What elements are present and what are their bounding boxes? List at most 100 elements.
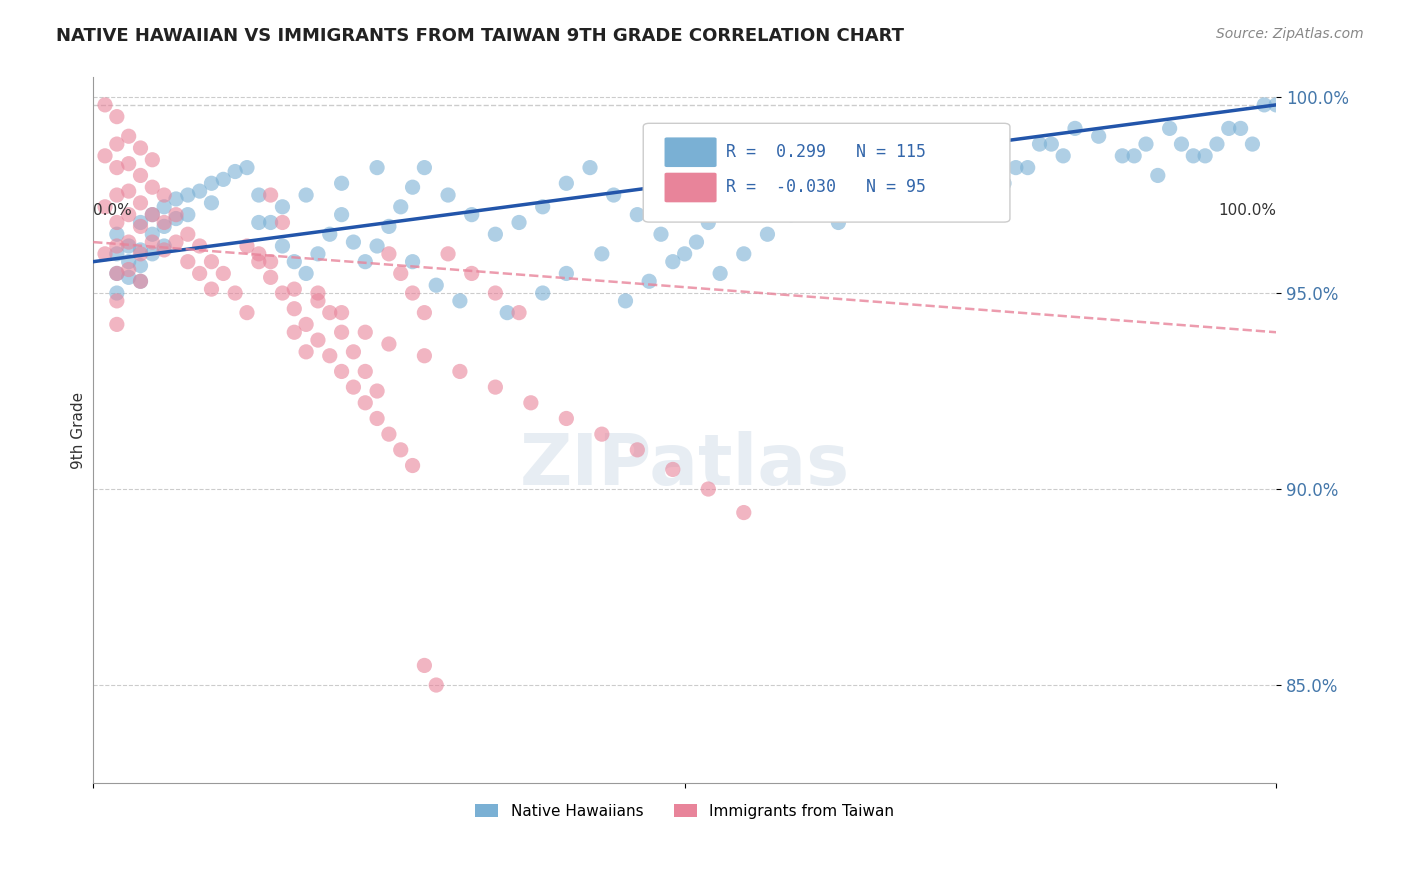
Point bbox=[259, 254, 281, 268]
Point bbox=[94, 247, 117, 261]
Point bbox=[378, 337, 401, 351]
Point bbox=[697, 482, 720, 496]
Point bbox=[993, 176, 1015, 190]
Point bbox=[129, 247, 152, 261]
Point bbox=[153, 188, 176, 202]
Point bbox=[733, 247, 755, 261]
Point bbox=[354, 396, 377, 410]
Point bbox=[484, 286, 506, 301]
Point bbox=[354, 364, 377, 378]
Point bbox=[803, 188, 825, 202]
Point bbox=[177, 188, 200, 202]
Point bbox=[1241, 137, 1264, 152]
Point bbox=[461, 208, 484, 222]
Point bbox=[1040, 137, 1063, 152]
Point bbox=[650, 227, 672, 242]
Point bbox=[898, 161, 921, 175]
Point bbox=[105, 110, 128, 124]
Point bbox=[271, 200, 294, 214]
Point bbox=[271, 286, 294, 301]
Point bbox=[981, 149, 1004, 163]
Point bbox=[105, 239, 128, 253]
Text: R =  0.299   N = 115: R = 0.299 N = 115 bbox=[725, 143, 927, 161]
Point bbox=[792, 149, 814, 163]
Point bbox=[1265, 98, 1288, 112]
Point bbox=[1194, 149, 1216, 163]
FancyBboxPatch shape bbox=[665, 173, 717, 202]
Point bbox=[105, 293, 128, 308]
Point bbox=[283, 325, 305, 339]
Point bbox=[105, 267, 128, 281]
Point bbox=[118, 262, 141, 277]
Point bbox=[851, 200, 873, 214]
Point bbox=[425, 278, 447, 293]
Point bbox=[271, 215, 294, 229]
Point bbox=[697, 215, 720, 229]
Text: NATIVE HAWAIIAN VS IMMIGRANTS FROM TAIWAN 9TH GRADE CORRELATION CHART: NATIVE HAWAIIAN VS IMMIGRANTS FROM TAIWA… bbox=[56, 27, 904, 45]
Point bbox=[330, 364, 353, 378]
Point bbox=[945, 169, 967, 183]
Point bbox=[366, 239, 388, 253]
Point bbox=[520, 396, 543, 410]
Point bbox=[389, 267, 412, 281]
Point bbox=[1182, 149, 1205, 163]
Point bbox=[295, 188, 318, 202]
FancyBboxPatch shape bbox=[643, 123, 1010, 222]
Point bbox=[188, 239, 211, 253]
Point bbox=[1123, 149, 1146, 163]
Point bbox=[105, 267, 128, 281]
Point bbox=[129, 215, 152, 229]
Point bbox=[579, 161, 602, 175]
Point bbox=[413, 305, 436, 319]
Point bbox=[94, 98, 117, 112]
Point bbox=[815, 161, 838, 175]
FancyBboxPatch shape bbox=[665, 137, 717, 167]
Point bbox=[1017, 161, 1039, 175]
Point bbox=[662, 462, 685, 476]
Point bbox=[508, 305, 530, 319]
Point bbox=[129, 219, 152, 234]
Point bbox=[531, 286, 554, 301]
Point bbox=[105, 215, 128, 229]
Point bbox=[366, 384, 388, 398]
Point bbox=[626, 208, 648, 222]
Point bbox=[141, 180, 163, 194]
Point bbox=[709, 267, 731, 281]
Point bbox=[141, 247, 163, 261]
Point bbox=[165, 208, 187, 222]
Point bbox=[129, 141, 152, 155]
Point bbox=[236, 305, 259, 319]
Point bbox=[342, 344, 364, 359]
Point bbox=[118, 254, 141, 268]
Point bbox=[283, 282, 305, 296]
Point bbox=[105, 161, 128, 175]
Point bbox=[389, 442, 412, 457]
Point bbox=[780, 208, 803, 222]
Point bbox=[638, 274, 661, 288]
Point bbox=[461, 267, 484, 281]
Point bbox=[378, 427, 401, 442]
Point bbox=[105, 318, 128, 332]
Point bbox=[922, 188, 945, 202]
Point bbox=[1005, 161, 1028, 175]
Point bbox=[484, 380, 506, 394]
Point bbox=[247, 247, 270, 261]
Point bbox=[200, 195, 222, 210]
Point bbox=[330, 305, 353, 319]
Point bbox=[378, 219, 401, 234]
Point bbox=[591, 427, 613, 442]
Point bbox=[733, 506, 755, 520]
Text: 0.0%: 0.0% bbox=[93, 203, 132, 218]
Point bbox=[910, 176, 932, 190]
Point bbox=[129, 243, 152, 257]
Point bbox=[413, 161, 436, 175]
Point bbox=[413, 658, 436, 673]
Point bbox=[307, 333, 329, 347]
Point bbox=[236, 161, 259, 175]
Point bbox=[94, 200, 117, 214]
Point bbox=[177, 254, 200, 268]
Point bbox=[295, 344, 318, 359]
Point bbox=[165, 211, 187, 226]
Legend: Native Hawaiians, Immigrants from Taiwan: Native Hawaiians, Immigrants from Taiwan bbox=[470, 797, 900, 825]
Point bbox=[662, 254, 685, 268]
